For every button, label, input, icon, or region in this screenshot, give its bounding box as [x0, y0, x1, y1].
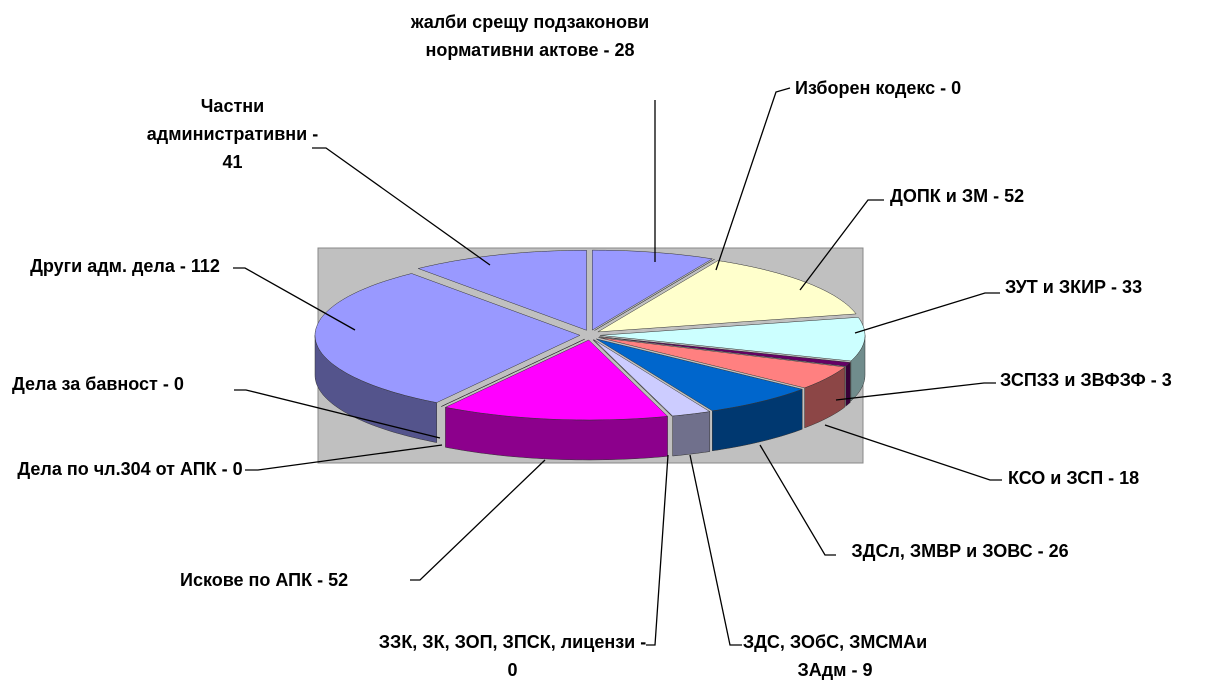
slice-label: Други адм. дела - 112: [30, 256, 220, 276]
leader-line: [234, 389, 441, 439]
slice: [444, 339, 669, 421]
leader-line: [854, 292, 1000, 334]
leader-line: [759, 444, 836, 556]
leader-line: [646, 454, 669, 646]
slice-side: [845, 361, 851, 407]
slice-label: Дела по чл.304 от АПК - 0: [17, 459, 243, 479]
slice: [599, 336, 851, 367]
slice: [592, 249, 714, 331]
slice-label: Дела за бавност - 0: [12, 374, 184, 394]
leader-line: [715, 87, 791, 271]
leader-line: [410, 459, 546, 581]
leader-line: [835, 382, 996, 401]
slice: [594, 258, 715, 331]
leader-line: [233, 267, 356, 331]
leader-lines: [233, 87, 1002, 646]
slice-label: Частни административни - 41: [146, 96, 319, 172]
slice-label: ЗСПЗЗ и ЗВФЗФ - 3: [1000, 370, 1172, 390]
slice-label: ЗЗК, ЗК, ЗОП, ЗПСК, лицензи - 0: [378, 632, 647, 680]
leader-line: [824, 424, 1002, 481]
slice: [599, 317, 866, 362]
slice: [593, 339, 711, 417]
slice: [597, 260, 857, 333]
slice: [314, 273, 581, 403]
slice: [417, 250, 587, 331]
slice-label: жалби срещу подзаконови нормативни актов…: [410, 12, 650, 60]
slice-label: Искове по АПК - 52: [180, 570, 349, 590]
slice: [441, 338, 585, 407]
leader-line: [799, 199, 884, 291]
leader-line: [689, 454, 742, 646]
slice-label: ДОПК и ЗМ - 52: [890, 186, 1025, 206]
slice-label: КСО и ЗСП - 18: [1008, 468, 1140, 488]
leader-line: [245, 444, 443, 471]
leader-line: [312, 147, 491, 266]
slice-label: ЗДС, ЗОбС, ЗМСМАи ЗАдм - 9: [742, 632, 928, 680]
slice-label: ЗУТ и ЗКИР - 33: [1005, 277, 1143, 297]
slice: [592, 339, 673, 417]
slice-label: Изборен кодекс - 0: [795, 78, 962, 98]
slice-side: [672, 411, 711, 457]
slice: [598, 337, 846, 389]
slice: [596, 338, 804, 412]
slice-label: ЗДСл, ЗМВР и ЗОВС - 26: [851, 541, 1069, 561]
